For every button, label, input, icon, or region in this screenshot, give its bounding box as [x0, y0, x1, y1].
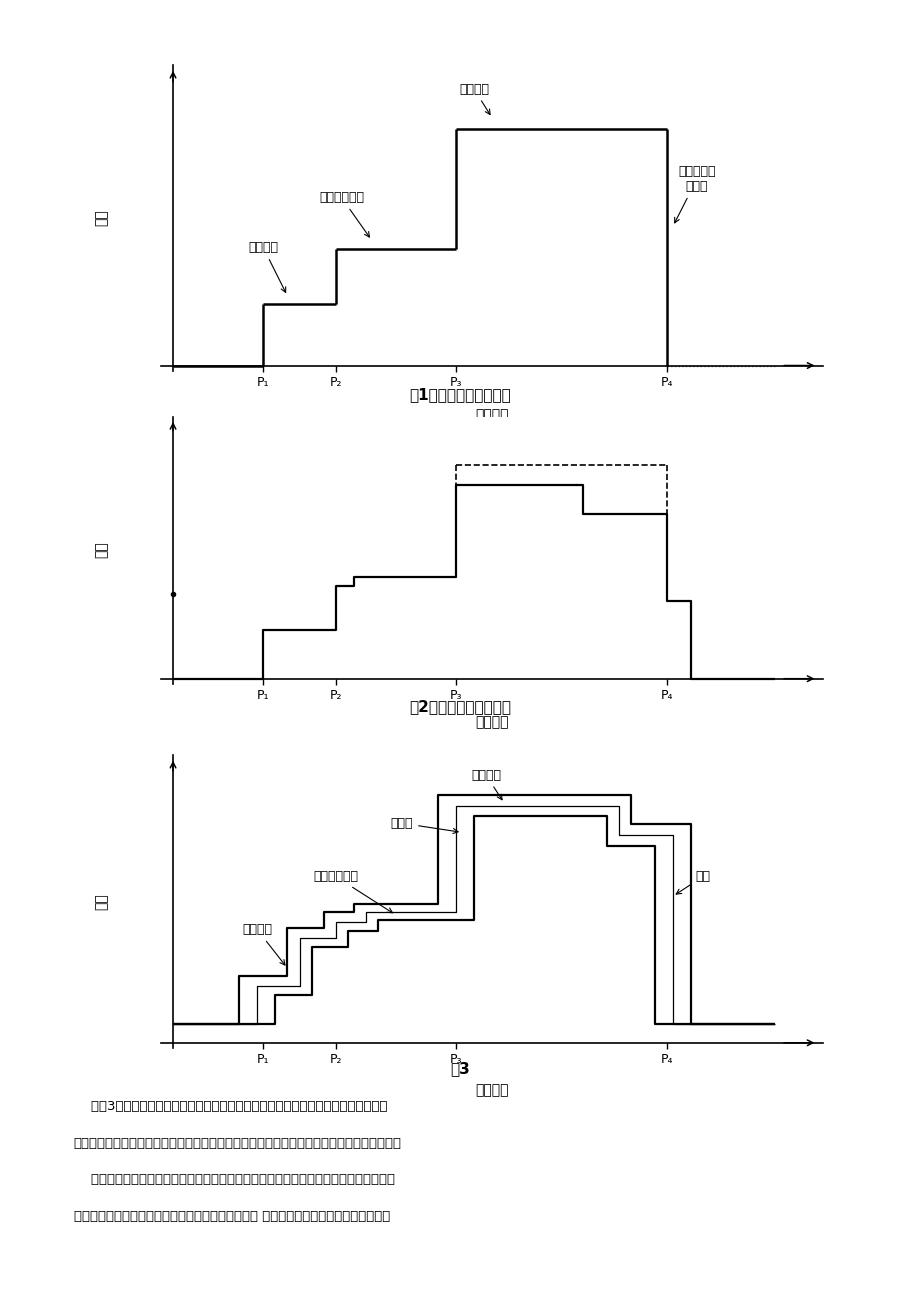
Text: 速度: 速度 [95, 210, 108, 227]
Text: 强度: 强度 [95, 542, 108, 559]
Text: 制动: 制动 [675, 870, 709, 894]
Text: 图1理想的冲头速度曲线: 图1理想的冲头速度曲线 [409, 387, 510, 402]
Text: 前面所提到的静态影响，在压铸机采用特殊措施以后都可以得到改观。动态因素和人为: 前面所提到的静态影响，在压铸机采用特殊措施以后都可以得到改观。动态因素和人为 [74, 1173, 394, 1186]
Text: 冲头位置: 冲头位置 [475, 716, 508, 729]
Text: 向前运行阶段: 向前运行阶段 [312, 870, 392, 913]
Text: 瞬时制动到
零阶段: 瞬时制动到 零阶段 [674, 165, 715, 223]
Text: 公差带: 公差带 [391, 816, 458, 833]
Text: 图3: 图3 [449, 1061, 470, 1077]
Text: 此警告带时，铸件也就被判为不合格品。此时，向操作人员发出警告，该压铸机正在出废品。: 此警告带时，铸件也就被判为不合格品。此时，向操作人员发出警告，该压铸机正在出废品… [74, 1137, 402, 1150]
Text: 以图3严密的公差带为基础，再以宽松一点的公差带作为警告带，如果速度曲线超过: 以图3严密的公差带为基础，再以宽松一点的公差带作为警告带，如果速度曲线超过 [74, 1100, 387, 1113]
Text: 图2实际的冲头速度曲线: 图2实际的冲头速度曲线 [409, 699, 510, 715]
Text: 充型阶段: 充型阶段 [459, 83, 490, 115]
Text: 充型阶段: 充型阶段 [471, 768, 502, 799]
Text: 速度: 速度 [95, 893, 108, 910]
Text: 因素所产生的偏差，必须通过压射控制系统来得到补 偿，并且通过该系统在压射时对压铸: 因素所产生的偏差，必须通过压射控制系统来得到补 偿，并且通过该系统在压射时对压铸 [74, 1210, 390, 1223]
Text: 起始阶段: 起始阶段 [248, 241, 286, 293]
Text: 向前运行阶段: 向前运行阶段 [319, 191, 369, 237]
Text: 起始阶段: 起始阶段 [242, 923, 285, 965]
Text: 冲头位置: 冲头位置 [475, 1083, 508, 1098]
Text: 冲头位置: 冲头位置 [475, 408, 508, 422]
